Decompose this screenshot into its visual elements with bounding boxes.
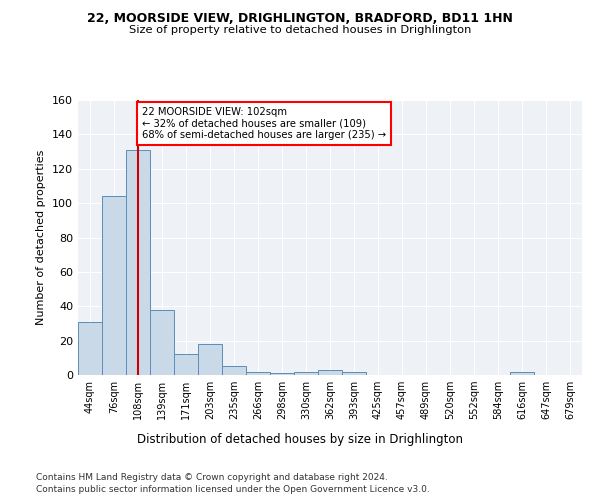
Bar [198,344,222,375]
Y-axis label: Number of detached properties: Number of detached properties [37,150,46,325]
Bar [174,354,198,375]
Bar [270,374,294,375]
Bar [318,370,342,375]
Bar [150,310,174,375]
Bar [510,372,534,375]
Text: Size of property relative to detached houses in Drighlington: Size of property relative to detached ho… [129,25,471,35]
Text: Distribution of detached houses by size in Drighlington: Distribution of detached houses by size … [137,432,463,446]
Text: Contains public sector information licensed under the Open Government Licence v3: Contains public sector information licen… [36,485,430,494]
Bar [294,372,318,375]
Bar [246,372,270,375]
Bar [102,196,126,375]
Bar [126,150,150,375]
Bar [78,322,102,375]
Text: 22 MOORSIDE VIEW: 102sqm
← 32% of detached houses are smaller (109)
68% of semi-: 22 MOORSIDE VIEW: 102sqm ← 32% of detach… [142,107,386,140]
Bar [342,372,366,375]
Text: Contains HM Land Registry data © Crown copyright and database right 2024.: Contains HM Land Registry data © Crown c… [36,472,388,482]
Bar [222,366,246,375]
Text: 22, MOORSIDE VIEW, DRIGHLINGTON, BRADFORD, BD11 1HN: 22, MOORSIDE VIEW, DRIGHLINGTON, BRADFOR… [87,12,513,26]
